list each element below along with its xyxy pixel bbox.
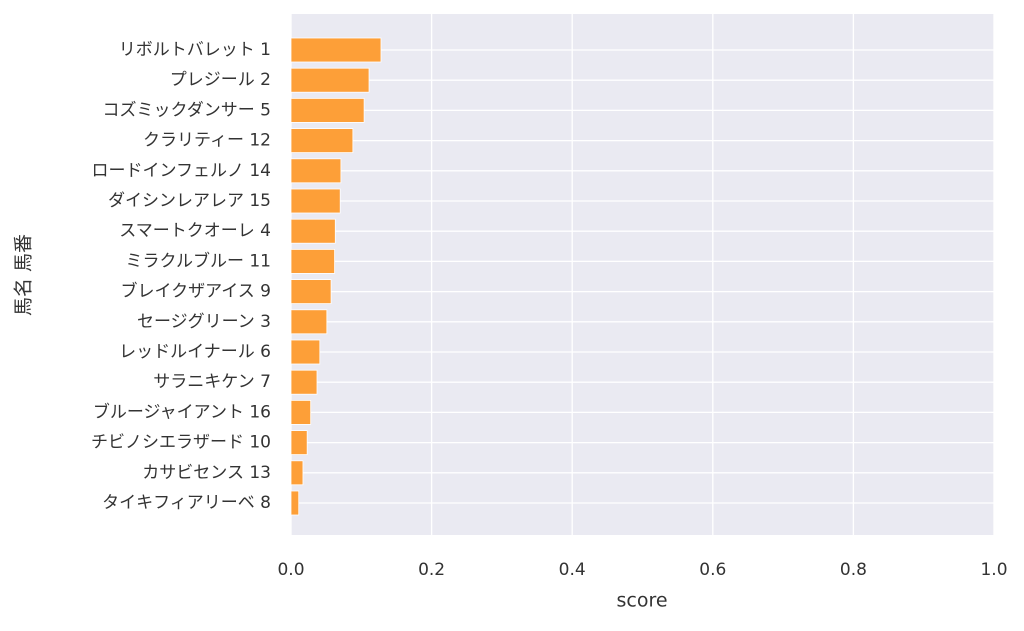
y-tick-label: チビノシエラザード 10 bbox=[91, 433, 271, 453]
y-tick-label: レッドルイナール 6 bbox=[119, 342, 271, 362]
y-tick-label: カサビセンス 13 bbox=[142, 463, 271, 483]
bar bbox=[290, 158, 342, 184]
bar bbox=[290, 490, 300, 516]
y-tick-label: ロードインフェルノ 14 bbox=[91, 161, 271, 181]
bar bbox=[290, 128, 354, 154]
bar bbox=[290, 369, 318, 395]
bar bbox=[290, 37, 382, 63]
plot-background bbox=[291, 14, 994, 535]
y-tick-label: プレジール 2 bbox=[170, 70, 271, 90]
y-tick-label: ミラクルブルー 11 bbox=[125, 250, 271, 271]
y-tick-label: ブレイクザアイス 9 bbox=[120, 281, 271, 302]
y-tick-label: ダイシンレアレア 15 bbox=[108, 191, 271, 211]
y-tick-label: セージグリーン 3 bbox=[137, 312, 271, 332]
bar bbox=[290, 309, 328, 335]
y-tick-label: タイキフィアリーベ 8 bbox=[102, 493, 271, 513]
y-tick-label: サラニキケン 7 bbox=[153, 372, 271, 392]
bar bbox=[290, 399, 312, 425]
x-tick-label: 0.0 bbox=[277, 560, 304, 580]
bar bbox=[290, 460, 304, 486]
y-tick-label: ブルージャイアント 16 bbox=[93, 401, 271, 422]
y-tick-label: クラリティー 12 bbox=[143, 131, 271, 151]
x-tick-label: 0.6 bbox=[699, 560, 726, 580]
bar bbox=[290, 218, 336, 244]
bar bbox=[290, 188, 341, 214]
bar bbox=[290, 279, 332, 305]
bar bbox=[290, 248, 335, 274]
x-tick-label: 0.2 bbox=[418, 560, 445, 580]
bar bbox=[290, 98, 365, 123]
bar bbox=[290, 339, 321, 365]
x-axis-label: score bbox=[616, 590, 667, 612]
y-tick-label: コズミックダンサー 5 bbox=[102, 100, 271, 120]
y-tick-label: スマートクオーレ 4 bbox=[119, 221, 271, 241]
x-tick-label: 0.4 bbox=[559, 560, 586, 580]
x-tick-label: 1.0 bbox=[980, 560, 1007, 580]
bar bbox=[290, 430, 308, 456]
bar bbox=[290, 67, 370, 93]
x-tick-label: 0.8 bbox=[840, 560, 867, 580]
y-tick-label: リボルトバレット 1 bbox=[119, 40, 271, 60]
y-axis-label: 馬名 馬番 bbox=[13, 234, 35, 316]
